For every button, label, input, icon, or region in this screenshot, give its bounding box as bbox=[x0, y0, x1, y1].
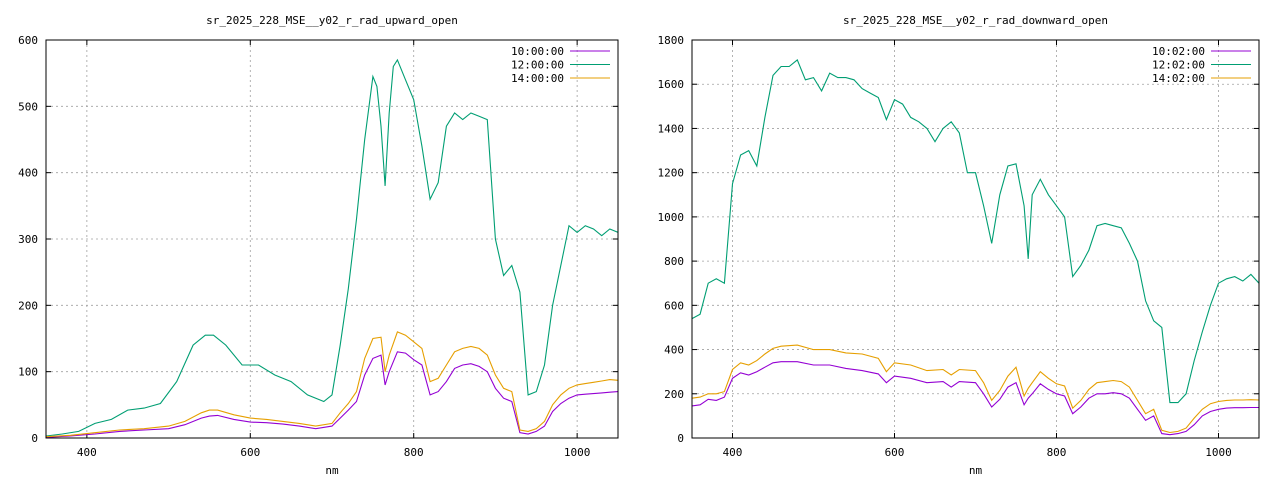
x-axis-label: nm bbox=[969, 464, 983, 477]
plot-frame bbox=[691, 39, 1260, 439]
legend-label: 10:02:00 bbox=[1152, 45, 1205, 58]
x-tick-label: 1000 bbox=[564, 446, 591, 459]
legend-label: 14:02:00 bbox=[1152, 72, 1205, 85]
chart-upward-open: sr_2025_228_MSE__y02_r_rad_upward_open 0 1… bbox=[18, 14, 619, 477]
y-tick-label: 400 bbox=[18, 167, 38, 180]
plot-frame bbox=[45, 39, 619, 439]
legend-label: 12:02:00 bbox=[1152, 59, 1205, 72]
legend-label: 14:00:00 bbox=[511, 72, 564, 85]
legend-label: 12:00:00 bbox=[511, 59, 564, 72]
y-tick-label: 500 bbox=[18, 100, 38, 113]
y-tick-label: 200 bbox=[664, 388, 684, 401]
series-line-2 bbox=[46, 58, 618, 437]
y-tick-label: 1000 bbox=[658, 211, 685, 224]
y-tick-label: 1800 bbox=[658, 34, 685, 47]
y-tick-label: 1200 bbox=[658, 167, 685, 180]
chart-downward-open: sr_2025_228_MSE__y02_r_rad_downward_open… bbox=[658, 14, 1260, 477]
series-line-1 bbox=[46, 351, 618, 438]
y-tick-label: 1600 bbox=[658, 78, 685, 91]
legend-label: 10:00:00 bbox=[511, 45, 564, 58]
x-tick-label: 1000 bbox=[1205, 446, 1232, 459]
series-line-3 bbox=[692, 344, 1259, 434]
y-tick-label: 1400 bbox=[658, 122, 685, 135]
x-axis-label: nm bbox=[325, 464, 339, 477]
y-tick-label: 600 bbox=[664, 299, 684, 312]
y-tick-label: 0 bbox=[31, 432, 38, 445]
chart-title: sr_2025_228_MSE__y02_r_rad_downward_open bbox=[843, 14, 1108, 27]
y-tick-label: 600 bbox=[18, 34, 38, 47]
y-tick-label: 0 bbox=[677, 432, 684, 445]
x-tick-label: 400 bbox=[723, 446, 743, 459]
chart-title: sr_2025_228_MSE__y02_r_rad_upward_open bbox=[206, 14, 458, 27]
x-tick-label: 400 bbox=[77, 446, 97, 459]
series-line-3 bbox=[46, 331, 618, 438]
y-tick-label: 800 bbox=[664, 255, 684, 268]
y-tick-label: 200 bbox=[18, 299, 38, 312]
x-tick-label: 600 bbox=[885, 446, 905, 459]
series-line-2 bbox=[692, 59, 1259, 404]
x-tick-label: 800 bbox=[404, 446, 424, 459]
y-tick-label: 100 bbox=[18, 366, 38, 379]
y-tick-label: 400 bbox=[664, 344, 684, 357]
x-tick-label: 600 bbox=[240, 446, 260, 459]
y-tick-label: 300 bbox=[18, 233, 38, 246]
x-tick-label: 800 bbox=[1047, 446, 1067, 459]
series-line-1 bbox=[692, 361, 1259, 436]
